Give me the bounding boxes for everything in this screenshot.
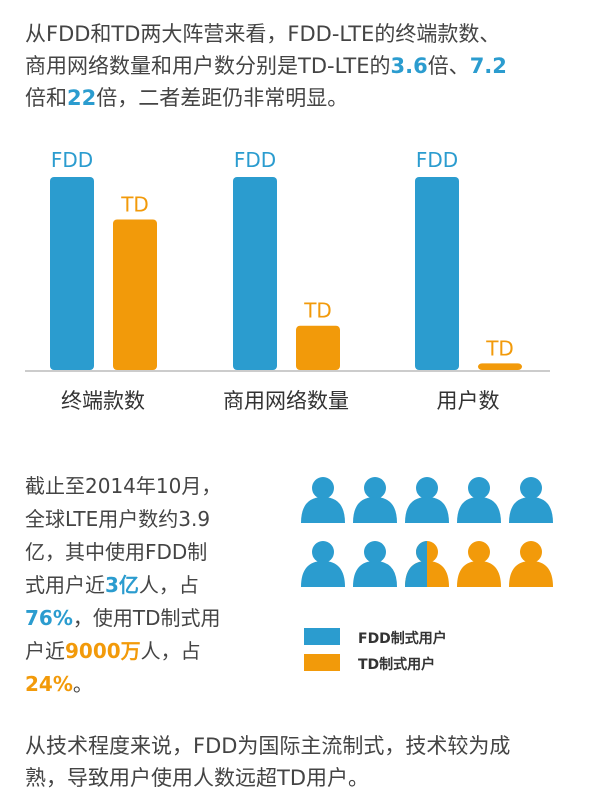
person-icon bbox=[301, 477, 345, 523]
category-label: 商用网络数量 bbox=[223, 389, 349, 413]
person-icon bbox=[509, 541, 553, 587]
legend-label-fdd: FDD制式用户 bbox=[358, 631, 447, 647]
intro-text: 从FDD和TD两大阵营来看，FDD-LTE的终端款数、 商用网络数量和用户数分别是… bbox=[25, 22, 507, 110]
bar-td bbox=[296, 325, 340, 370]
bar-fdd bbox=[50, 177, 94, 370]
person-icon bbox=[301, 541, 345, 587]
legend-swatch-fdd bbox=[304, 628, 340, 645]
bar-td bbox=[113, 219, 157, 370]
person-icon bbox=[457, 477, 501, 523]
users-text: 截止至2014年10月， 全球LTE用户数约3.9 亿，其中使用FDD制 式用户近3亿… bbox=[25, 474, 222, 696]
category-label: 用户数 bbox=[437, 389, 500, 413]
person-icon bbox=[353, 477, 397, 523]
bar-fdd bbox=[233, 177, 277, 370]
bar-chart: FDD TD 终端款数 FDD TD 商用网络数量 FDD TD 用户数 bbox=[25, 148, 550, 413]
bar-td bbox=[478, 363, 522, 370]
person-icon bbox=[353, 541, 397, 587]
person-icon bbox=[457, 541, 501, 587]
bar-label-td: TD bbox=[303, 299, 332, 323]
bar-label-fdd: FDD bbox=[51, 148, 93, 172]
bar-label-td: TD bbox=[120, 192, 149, 216]
person-icon bbox=[509, 477, 553, 523]
legend-swatch-td bbox=[304, 654, 340, 671]
category-label: 终端款数 bbox=[61, 389, 145, 413]
outro-text: 从技术程度来说，FDD为国际主流制式，技术较为成 熟，导致用户使用人数远超TD用户… bbox=[25, 734, 511, 790]
bar-fdd bbox=[415, 177, 459, 370]
person-icon bbox=[405, 477, 449, 523]
bar-label-td: TD bbox=[485, 336, 514, 360]
person-icon bbox=[405, 541, 449, 587]
bar-label-fdd: FDD bbox=[416, 148, 458, 172]
legend-label-td: TD制式用户 bbox=[358, 657, 436, 673]
bar-label-fdd: FDD bbox=[234, 148, 276, 172]
